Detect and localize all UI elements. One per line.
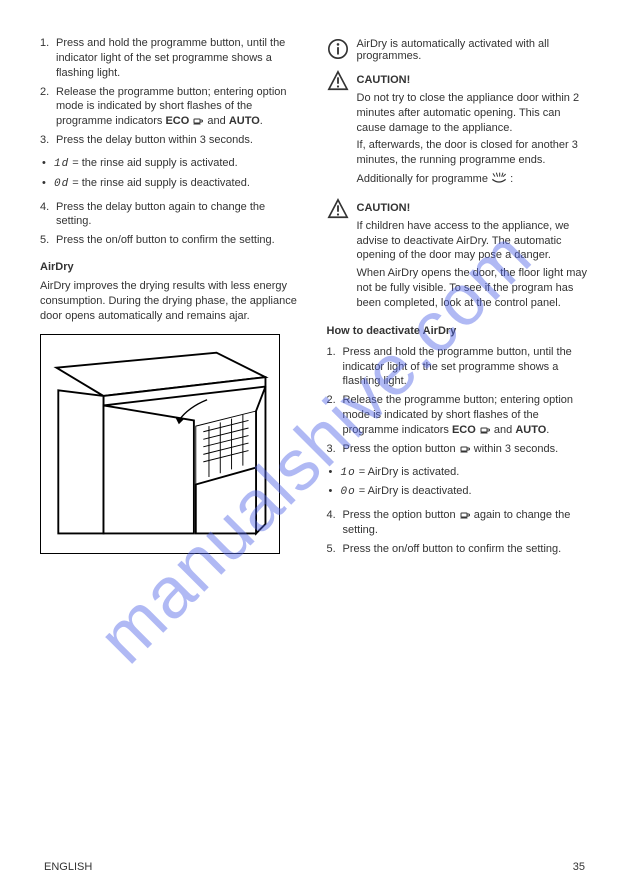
- r-step-4: 4. Press the option button again to chan…: [327, 506, 590, 540]
- caution-2: CAUTION! If children have access to the …: [327, 198, 590, 314]
- cup-icon: [192, 115, 204, 127]
- r-step-3: 3. Press the option button within 3 seco…: [327, 440, 590, 459]
- warning-icon: [327, 70, 349, 92]
- airdry-body: AirDry improves the drying results with …: [40, 279, 303, 324]
- rinse-on: 1d = the rinse aid supply is activated.: [40, 154, 303, 174]
- caution-1-text-b: If, afterwards, the door is closed for a…: [357, 138, 590, 168]
- eco-label: ECO: [165, 115, 189, 127]
- spray-icon: [491, 171, 507, 185]
- warning-icon: [327, 198, 349, 220]
- left-column: 1.Press and hold the programme button, u…: [40, 30, 303, 563]
- right-column: AirDry is automatically activated with a…: [327, 30, 590, 563]
- step-2: 2. Release the programme button; enterin…: [40, 83, 303, 132]
- cup-icon: [459, 509, 471, 521]
- cup-icon: [459, 443, 471, 455]
- auto-label: AUTO: [515, 424, 546, 436]
- caution-label: CAUTION!: [357, 73, 590, 88]
- left-steps-list: 1.Press and hold the programme button, u…: [40, 34, 303, 150]
- howto-heading: How to deactivate AirDry: [327, 324, 590, 339]
- info-block: AirDry is automatically activated with a…: [327, 38, 590, 62]
- airdry-on: 1o = AirDry is activated.: [327, 463, 590, 483]
- caution-2-text-b: When AirDry opens the door, the floor li…: [357, 266, 590, 311]
- airdry-heading: AirDry: [40, 260, 303, 275]
- r-step-1: 1.Press and hold the programme button, u…: [327, 343, 590, 392]
- caution-1: CAUTION! Do not try to close the applian…: [327, 70, 590, 190]
- footer-right: 35: [573, 861, 585, 873]
- right-sub-bullets: 1o = AirDry is activated. 0o = AirDry is…: [327, 463, 590, 503]
- caution-1-text: Do not try to close the appliance door w…: [357, 91, 590, 136]
- right-steps-list: 1.Press and hold the programme button, u…: [327, 343, 590, 459]
- eco-label: ECO: [452, 424, 476, 436]
- rinse-icon-line: Additionally for programme :: [357, 171, 590, 187]
- footer-left: ENGLISH: [44, 861, 92, 873]
- right-steps-cont: 4. Press the option button again to chan…: [327, 506, 590, 559]
- airdry-off: 0o = AirDry is deactivated.: [327, 482, 590, 502]
- caution-2-text: If children have access to the appliance…: [357, 219, 590, 264]
- info-icon: [327, 38, 349, 60]
- info-text: AirDry is automatically activated with a…: [357, 38, 590, 62]
- left-sub-bullets: 1d = the rinse aid supply is activated. …: [40, 154, 303, 194]
- step-3: 3.Press the delay button within 3 second…: [40, 131, 303, 150]
- rinse-off: 0d = the rinse aid supply is deactivated…: [40, 174, 303, 194]
- cup-icon: [479, 424, 491, 436]
- r-step-2: 2. Release the programme button; enterin…: [327, 391, 590, 440]
- step-1: 1.Press and hold the programme button, u…: [40, 34, 303, 83]
- dishwasher-figure: [40, 334, 280, 554]
- auto-label: AUTO: [229, 115, 260, 127]
- left-steps-cont: 4.Press the delay button again to change…: [40, 198, 303, 251]
- step-4: 4.Press the delay button again to change…: [40, 198, 303, 232]
- page-footer: ENGLISH 35: [0, 861, 629, 873]
- caution-label-2: CAUTION!: [357, 201, 590, 216]
- step-5: 5.Press the on/off button to confirm the…: [40, 231, 303, 250]
- r-step-5: 5.Press the on/off button to confirm the…: [327, 540, 590, 559]
